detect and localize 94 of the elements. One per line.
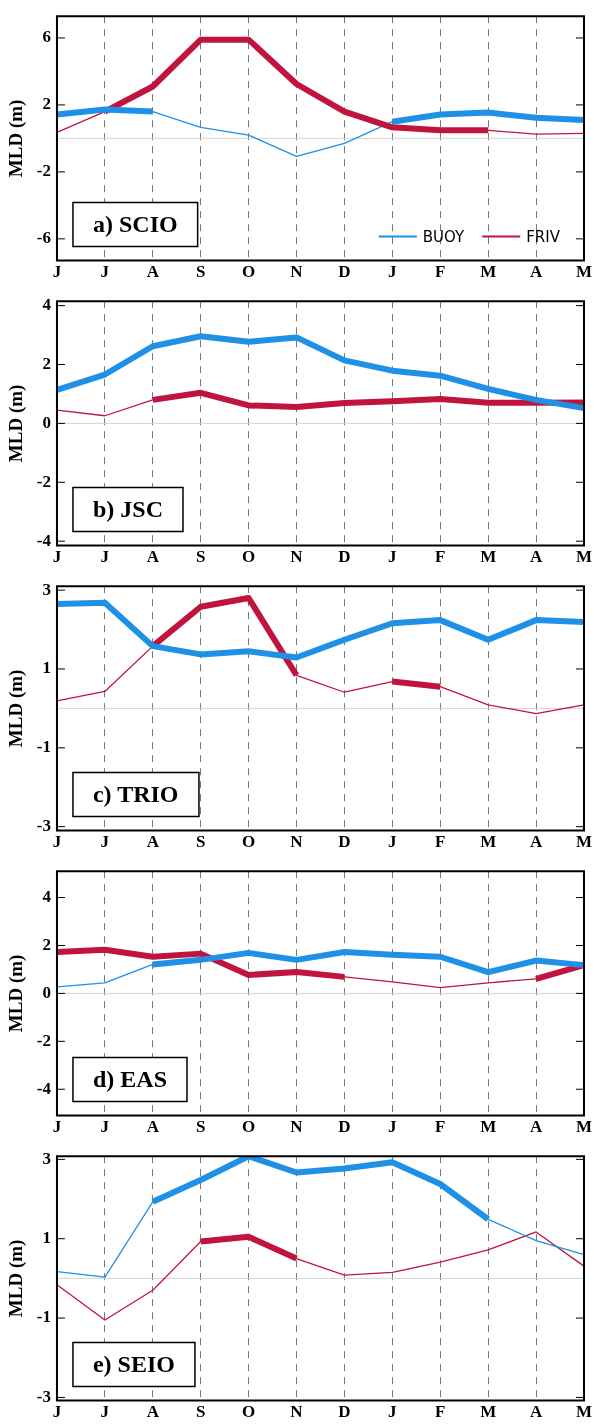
y-tick-label: -3 xyxy=(36,1386,51,1406)
x-tick-label: M xyxy=(480,547,497,567)
x-tick-label: O xyxy=(241,1117,256,1137)
x-tick-label: M xyxy=(480,832,497,852)
x-tick-label: J xyxy=(52,1402,62,1422)
y-tick-label: 0 xyxy=(42,412,51,432)
y-tick-label: 2 xyxy=(42,353,51,373)
y-axis-title: MLD (m) xyxy=(5,954,28,1033)
x-tick-label: S xyxy=(195,1402,206,1422)
y-tick-label: -2 xyxy=(36,471,51,491)
x-tick-label: M xyxy=(575,547,592,567)
y-axis-title: MLD (m) xyxy=(5,99,28,178)
x-tick-label: O xyxy=(241,832,256,852)
y-tick-label: -3 xyxy=(36,816,51,836)
x-tick-label: F xyxy=(435,262,446,282)
x-tick-label: M xyxy=(575,262,592,282)
y-tick-label: 4 xyxy=(42,295,52,315)
x-tick-label: J xyxy=(388,1402,398,1422)
y-tick-label: -1 xyxy=(36,737,51,757)
x-tick-label: J xyxy=(52,262,62,282)
x-tick-label: F xyxy=(435,547,446,567)
y-tick-label: -2 xyxy=(36,161,51,181)
x-tick-label: N xyxy=(290,262,304,282)
x-tick-label: J xyxy=(52,1117,62,1137)
x-tick-label: M xyxy=(480,1402,497,1422)
y-axis-title: MLD (m) xyxy=(5,384,28,463)
x-tick-label: A xyxy=(529,1402,543,1422)
legend-label: FRIV xyxy=(526,228,561,247)
y-tick-label: -2 xyxy=(36,1030,51,1050)
x-tick-label: J xyxy=(100,1117,110,1137)
x-tick-label: J xyxy=(388,1117,398,1137)
x-tick-label: D xyxy=(338,262,351,282)
x-tick-label: J xyxy=(52,832,62,852)
x-tick-label: N xyxy=(290,1402,304,1422)
x-tick-label: A xyxy=(146,262,160,282)
y-tick-label: 2 xyxy=(42,94,51,114)
x-tick-label: M xyxy=(575,832,592,852)
y-axis-title: MLD (m) xyxy=(5,669,28,748)
x-tick-label: O xyxy=(241,1402,256,1422)
x-tick-label: O xyxy=(241,262,256,282)
x-tick-label: D xyxy=(338,832,351,852)
x-tick-label: S xyxy=(195,1117,206,1137)
y-tick-label: 3 xyxy=(42,1148,51,1168)
y-tick-label: 3 xyxy=(42,579,51,599)
y-axis-title: MLD (m) xyxy=(5,1239,28,1318)
x-tick-label: A xyxy=(529,832,543,852)
x-tick-label: A xyxy=(529,547,543,567)
x-tick-label: F xyxy=(435,1402,446,1422)
y-tick-label: 2 xyxy=(42,934,51,954)
x-tick-label: O xyxy=(241,547,256,567)
x-tick-label: F xyxy=(435,1117,446,1137)
x-tick-label: N xyxy=(290,832,304,852)
annotation: c) TRIO xyxy=(92,780,179,807)
x-tick-label: A xyxy=(146,832,160,852)
x-tick-label: J xyxy=(100,1402,110,1422)
annotation: d) EAS xyxy=(92,1065,167,1092)
x-tick-label: J xyxy=(100,547,110,567)
x-tick-label: S xyxy=(195,832,206,852)
x-tick-label: M xyxy=(575,1402,592,1422)
y-tick-label: -1 xyxy=(36,1307,51,1327)
x-tick-label: N xyxy=(290,547,304,567)
x-tick-label: D xyxy=(338,1402,351,1422)
x-tick-label: D xyxy=(338,1117,351,1137)
x-tick-label: A xyxy=(146,1117,160,1137)
legend-label: BUOY xyxy=(422,228,466,247)
x-tick-label: J xyxy=(388,262,398,282)
y-tick-label: 4 xyxy=(42,886,52,906)
x-tick-label: A xyxy=(529,1117,543,1137)
x-tick-label: M xyxy=(480,1117,497,1137)
x-tick-label: J xyxy=(100,262,110,282)
x-tick-label: D xyxy=(338,547,351,567)
x-tick-label: J xyxy=(52,547,62,567)
y-tick-label: -6 xyxy=(36,228,51,248)
annotation: b) JSC xyxy=(92,495,163,522)
x-tick-label: N xyxy=(290,1117,304,1137)
x-tick-label: A xyxy=(529,262,543,282)
y-tick-label: -4 xyxy=(36,530,52,550)
y-tick-label: 1 xyxy=(42,658,51,678)
y-tick-label: 0 xyxy=(42,982,51,1002)
x-tick-label: M xyxy=(575,1117,592,1137)
x-tick-label: S xyxy=(195,262,206,282)
x-tick-label: J xyxy=(388,832,398,852)
annotation: e) SEIO xyxy=(92,1350,175,1377)
x-tick-label: A xyxy=(146,1402,160,1422)
annotation: a) SCIO xyxy=(92,210,178,237)
y-tick-label: 1 xyxy=(42,1228,51,1248)
x-tick-label: S xyxy=(195,547,206,567)
x-tick-label: J xyxy=(388,547,398,567)
x-tick-label: M xyxy=(480,262,497,282)
x-tick-label: F xyxy=(435,832,446,852)
y-tick-label: -4 xyxy=(36,1078,52,1098)
y-tick-label: 6 xyxy=(42,27,51,47)
x-tick-label: A xyxy=(146,547,160,567)
x-tick-label: J xyxy=(100,832,110,852)
